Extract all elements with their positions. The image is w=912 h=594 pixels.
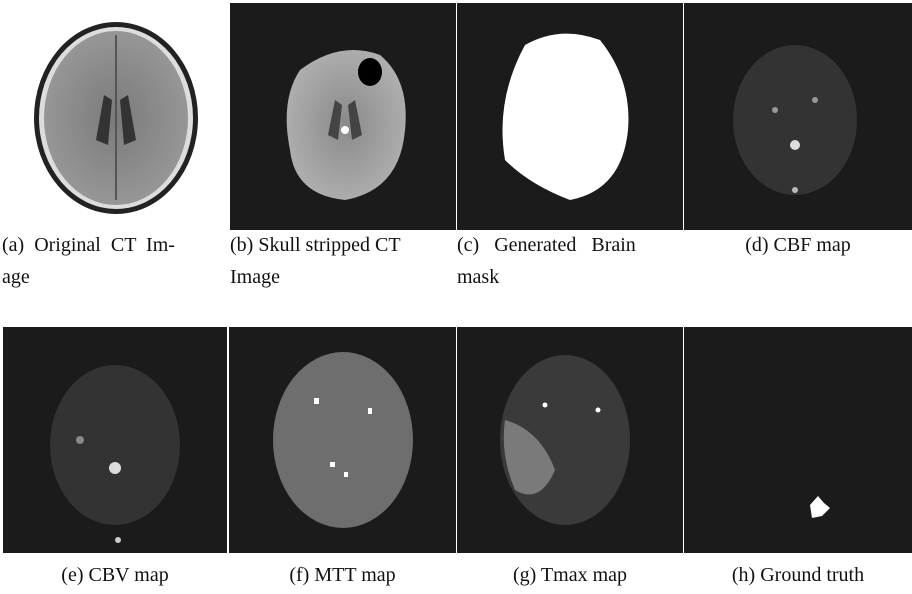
caption-line: (h) Ground truth (684, 559, 912, 591)
caption-line: (b) Skull stripped CT (230, 229, 456, 261)
figure: (a) Original CT Im-age(b) Skull stripped… (0, 0, 912, 594)
caption: (e) CBV map (3, 559, 227, 591)
caption-line: age (2, 261, 228, 293)
image-f (229, 327, 456, 553)
caption: (a) Original CT Im-age (2, 229, 228, 293)
image-h (684, 327, 912, 553)
caption-line: (d) CBF map (684, 229, 912, 261)
caption: (h) Ground truth (684, 559, 912, 591)
image-d (684, 3, 912, 230)
caption: (g) Tmax map (457, 559, 683, 591)
caption-line: (g) Tmax map (457, 559, 683, 591)
image-b (230, 3, 456, 230)
image-e (3, 327, 227, 553)
caption-line: (f) MTT map (229, 559, 456, 591)
image-g (457, 327, 683, 553)
image-a (0, 3, 228, 230)
caption-line: Image (230, 261, 456, 293)
image-c (457, 3, 683, 230)
figure-images (0, 0, 912, 594)
caption-line: (e) CBV map (3, 559, 227, 591)
caption-line: mask (457, 261, 683, 293)
caption-line: (a) Original CT Im- (2, 229, 228, 261)
caption: (f) MTT map (229, 559, 456, 591)
caption: (d) CBF map (684, 229, 912, 261)
caption-line: (c) Generated Brain (457, 229, 683, 261)
